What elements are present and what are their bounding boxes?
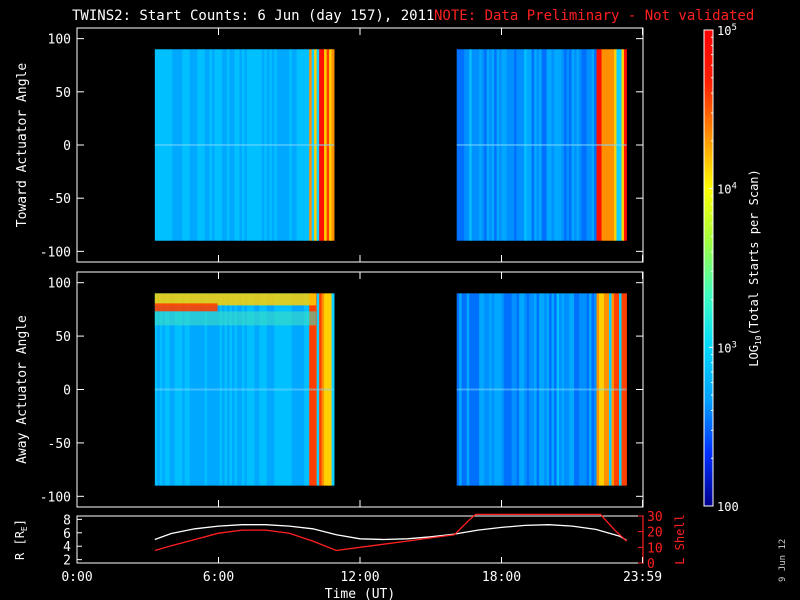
l-shell-line bbox=[154, 513, 627, 552]
x-tick-label: 6:00 bbox=[203, 570, 234, 585]
colorbar-tick-label: 105 bbox=[717, 23, 737, 38]
y-tick-label: -50 bbox=[48, 437, 71, 452]
x-tick-label: 23:59 bbox=[623, 570, 662, 585]
high-angle-band bbox=[154, 293, 317, 306]
y-axis-label: Toward Actuator Angle bbox=[15, 63, 30, 228]
right-y-tick-label: 10 bbox=[647, 541, 663, 556]
heatmap-panel-toward: 100 50 0 -50 -100 Toward Actuator Angle bbox=[15, 27, 644, 263]
y-axis-label: Away Actuator Angle bbox=[15, 315, 30, 464]
orbit-right-axis-label: L Shell bbox=[673, 514, 687, 565]
y-tick-label: 50 bbox=[55, 86, 71, 101]
y-tick-label: -100 bbox=[40, 245, 71, 260]
high-angle-band-edge bbox=[154, 311, 317, 326]
left-y-tick-label: 6 bbox=[63, 527, 71, 542]
y-tick-label: 100 bbox=[48, 277, 71, 292]
left-y-tick-label: 2 bbox=[63, 554, 71, 569]
y-tick-label: -100 bbox=[40, 490, 71, 505]
x-tick-label: 0:00 bbox=[61, 570, 92, 585]
colorbar-label: LOG10(Total Starts per Scan) bbox=[747, 169, 763, 367]
heatmap-panel-away: 100 50 0 -50 -100 Away Actuator Angle bbox=[15, 271, 644, 508]
right-y-tick-label: 30 bbox=[647, 510, 663, 525]
high-angle-band-core bbox=[154, 303, 218, 312]
orbit-left-axis-label: R [RE] bbox=[13, 519, 29, 560]
colorbar: 100 103 104 105 LOG10(Total Starts per Scan) bbox=[703, 23, 763, 514]
x-axis-label: Time (UT) bbox=[325, 587, 395, 600]
colorbar-tick-label: 104 bbox=[717, 182, 737, 197]
y-tick-label: 50 bbox=[55, 330, 71, 345]
left-y-tick-label: 4 bbox=[63, 540, 71, 555]
colorbar-tick-label: 100 bbox=[717, 500, 739, 514]
colorbar-gradient bbox=[703, 29, 714, 507]
orbit-frame bbox=[76, 515, 644, 564]
colorbar-tick-label: 103 bbox=[717, 340, 737, 355]
y-tick-label: 0 bbox=[63, 139, 71, 154]
preliminary-note: NOTE: Data Preliminary - Not validated bbox=[434, 8, 755, 24]
x-tick-label: 18:00 bbox=[482, 570, 521, 585]
x-tick-label: 12:00 bbox=[340, 570, 379, 585]
right-y-tick-label: 20 bbox=[647, 526, 663, 541]
y-tick-label: 100 bbox=[48, 33, 71, 48]
page-title: TWINS2: Start Counts: 6 Jun (day 157), 2… bbox=[72, 8, 435, 24]
y-tick-label: 0 bbox=[63, 384, 71, 399]
y-tick-label: -50 bbox=[48, 192, 71, 207]
right-y-tick-label: 0 bbox=[647, 557, 655, 572]
left-y-tick-label: 8 bbox=[63, 513, 71, 528]
radial-distance-line bbox=[154, 524, 627, 541]
